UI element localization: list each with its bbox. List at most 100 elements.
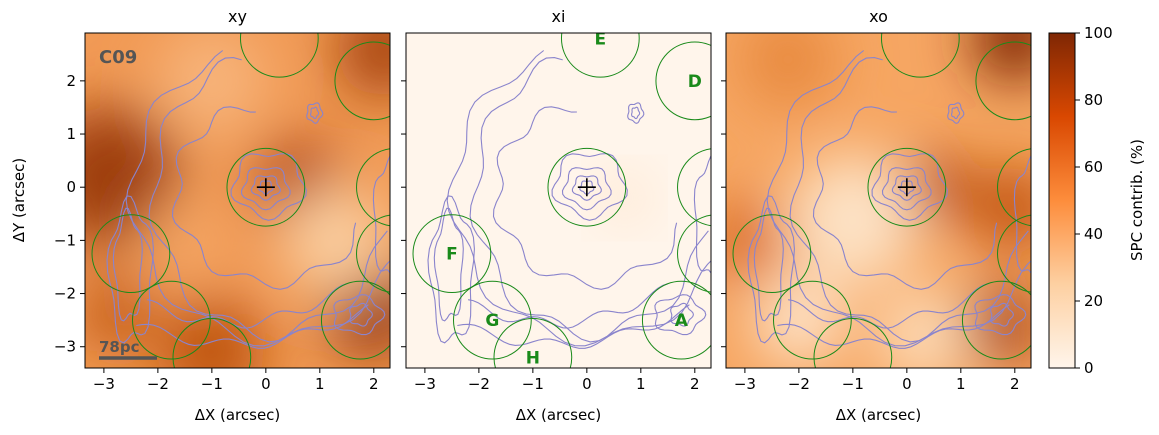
heatmap-blob: [726, 202, 783, 279]
contour: [433, 207, 464, 322]
contour: [753, 207, 784, 322]
aperture-label: E: [595, 29, 607, 49]
field-label: C09: [99, 47, 137, 68]
contour: [627, 102, 645, 124]
panel: A D E F G H: [406, 29, 711, 368]
contour: [469, 57, 709, 343]
contour: [310, 106, 320, 120]
aperture-label: H: [526, 348, 540, 368]
contour: [631, 106, 641, 120]
contour: [147, 283, 347, 329]
contour: [427, 195, 475, 344]
aperture: [813, 318, 893, 368]
x-axis-label: ΔX (arcsec): [516, 406, 602, 424]
contour: [551, 153, 628, 221]
aperture: [226, 147, 306, 227]
aperture-label: A: [675, 311, 689, 331]
y-axis-label: ΔY (arcsec): [10, 158, 28, 242]
x-tick-label: 2: [690, 375, 700, 393]
x-tick-label: 1: [315, 375, 325, 393]
x-tick-label: −2: [788, 375, 810, 393]
contour: [457, 304, 690, 349]
heatmap-blob: [141, 197, 229, 284]
contour: [951, 106, 961, 120]
aperture: [997, 148, 1031, 227]
contour: [881, 167, 932, 211]
aperture: [773, 280, 852, 360]
colorbar-tick-label: 60: [1084, 158, 1103, 176]
contours: [747, 50, 1031, 349]
aperture: [641, 280, 711, 360]
aperture: [320, 280, 390, 360]
aperture: [732, 214, 812, 294]
colorbar-label: SPC contrib. (%): [1128, 139, 1146, 261]
contour: [788, 283, 988, 329]
heatmap-blob: [874, 287, 972, 368]
heatmap-blob: [966, 287, 1031, 364]
contour: [789, 57, 1029, 343]
contour: [747, 195, 795, 344]
panel: [726, 33, 1031, 368]
aperture: [356, 148, 390, 227]
contours: [106, 50, 390, 349]
heatmap-background: [406, 33, 711, 368]
colorbar-tick-label: 20: [1084, 292, 1103, 310]
contour: [446, 50, 711, 347]
scale-bar-label: 78pc: [99, 338, 140, 356]
contour: [372, 155, 390, 274]
contour: [693, 155, 711, 274]
contour: [561, 167, 612, 211]
contour: [230, 153, 307, 221]
y-tick-label: −1: [54, 231, 76, 249]
contours: [427, 50, 711, 349]
aperture: [997, 214, 1031, 293]
contour: [240, 167, 291, 211]
heatmap-blob: [971, 33, 1031, 82]
heatmap-blob: [282, 186, 390, 295]
y-tick-label: 0: [66, 178, 76, 196]
aperture-label: D: [688, 72, 702, 92]
contour: [891, 175, 922, 201]
contour: [871, 153, 948, 221]
heatmap: [726, 33, 1031, 368]
aperture-label: F: [446, 245, 458, 265]
contour: [106, 195, 154, 344]
contour: [571, 175, 602, 201]
heatmap-blob: [971, 165, 1031, 252]
heatmap-blob: [157, 298, 266, 368]
colorbar-tick-label: 40: [1084, 225, 1103, 243]
colorbar-tick-label: 0: [1084, 359, 1094, 377]
heatmap-blob: [85, 277, 153, 353]
aperture: [961, 280, 1031, 360]
aperture: [412, 214, 492, 294]
aperture: [560, 33, 640, 78]
aperture: [172, 318, 252, 368]
x-tick-label: −3: [734, 375, 756, 393]
colorbar: [1048, 32, 1076, 369]
x-tick-label: −1: [201, 375, 223, 393]
x-tick-label: −2: [147, 375, 169, 393]
contour: [974, 294, 1027, 336]
aperture: [677, 148, 711, 227]
x-tick-label: 1: [636, 375, 646, 393]
y-tick-label: 1: [66, 125, 76, 143]
contour: [136, 304, 369, 349]
x-tick-label: 0: [261, 375, 271, 393]
center-cross: [256, 178, 275, 197]
y-tick-label: −3: [54, 338, 76, 356]
x-tick-label: −3: [93, 375, 115, 393]
x-axis-label: ΔX (arcsec): [195, 406, 281, 424]
heatmap-blob: [739, 33, 837, 109]
aperture: [91, 214, 171, 294]
panel-frame: [84, 32, 391, 369]
contour: [112, 207, 143, 322]
colorbar-tick-label: 80: [1084, 91, 1103, 109]
contour: [766, 50, 1031, 347]
center-cross: [577, 178, 596, 197]
y-tick-label: 2: [66, 72, 76, 90]
contour: [250, 175, 281, 201]
x-tick-label: 0: [902, 375, 912, 393]
x-tick-label: 0: [582, 375, 592, 393]
x-tick-label: −3: [414, 375, 436, 393]
